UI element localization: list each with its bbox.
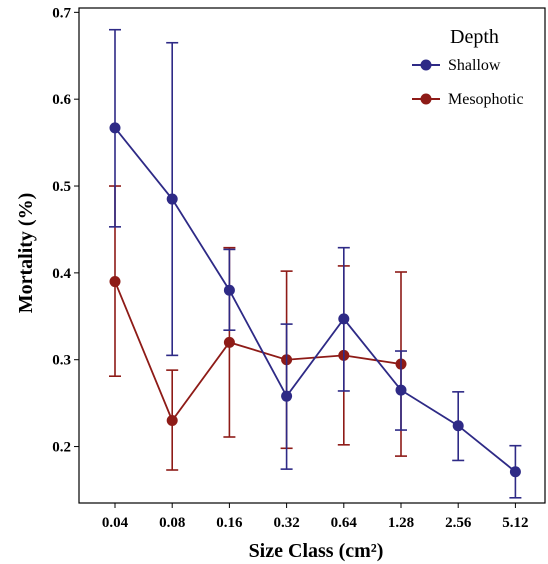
x-tick-label: 0.16 [216, 515, 243, 531]
plot-frame [78, 7, 546, 504]
legend-label: Mesophotic [448, 91, 524, 108]
x-axis-title: Size Class (cm²) [249, 540, 384, 562]
plot-border [78, 7, 546, 504]
x-tick-label: 0.64 [331, 515, 358, 531]
legend: Depth Shallow Mesophotic [412, 26, 524, 108]
x-tick-label: 5.12 [502, 515, 528, 531]
x-tick-label: 0.32 [273, 515, 299, 531]
y-tick-label: 0.3 [52, 353, 71, 369]
series-shallow [109, 28, 522, 499]
x-axis-ticks: 0.04 0.08 0.16 0.32 0.64 1.28 2.56 5.12 [102, 503, 529, 531]
y-tick-label: 0.2 [52, 440, 71, 456]
y-tick-label: 0.5 [52, 179, 71, 195]
data-point [509, 466, 521, 478]
y-axis-ticks: 0.2 0.3 0.4 0.5 0.6 0.7 [52, 5, 79, 456]
series-line [114, 127, 516, 473]
legend-item-shallow: Shallow [412, 57, 501, 74]
series-mesophotic [109, 185, 407, 471]
data-point [166, 193, 178, 205]
data-point [281, 390, 293, 402]
series-layer [109, 28, 522, 499]
y-axis-title: Mortality (%) [15, 193, 37, 314]
data-point [338, 313, 350, 325]
x-tick-label: 0.04 [102, 515, 129, 531]
legend-title: Depth [450, 26, 499, 48]
legend-label: Shallow [448, 57, 501, 74]
series-line [114, 281, 402, 423]
y-tick-label: 0.4 [52, 266, 71, 282]
data-point [223, 336, 235, 348]
data-point [109, 122, 121, 134]
data-point [109, 276, 121, 288]
legend-item-mesophotic: Mesophotic [412, 91, 524, 108]
y-tick-label: 0.6 [52, 92, 71, 108]
x-tick-label: 1.28 [388, 515, 414, 531]
data-point [166, 415, 178, 426]
x-tick-label: 2.56 [445, 515, 472, 531]
data-point [223, 284, 235, 296]
data-point [395, 384, 407, 396]
x-tick-label: 0.08 [159, 515, 185, 531]
y-tick-label: 0.7 [52, 5, 71, 21]
legend-marker [420, 59, 432, 71]
legend-marker [420, 93, 432, 105]
data-point [452, 420, 464, 432]
